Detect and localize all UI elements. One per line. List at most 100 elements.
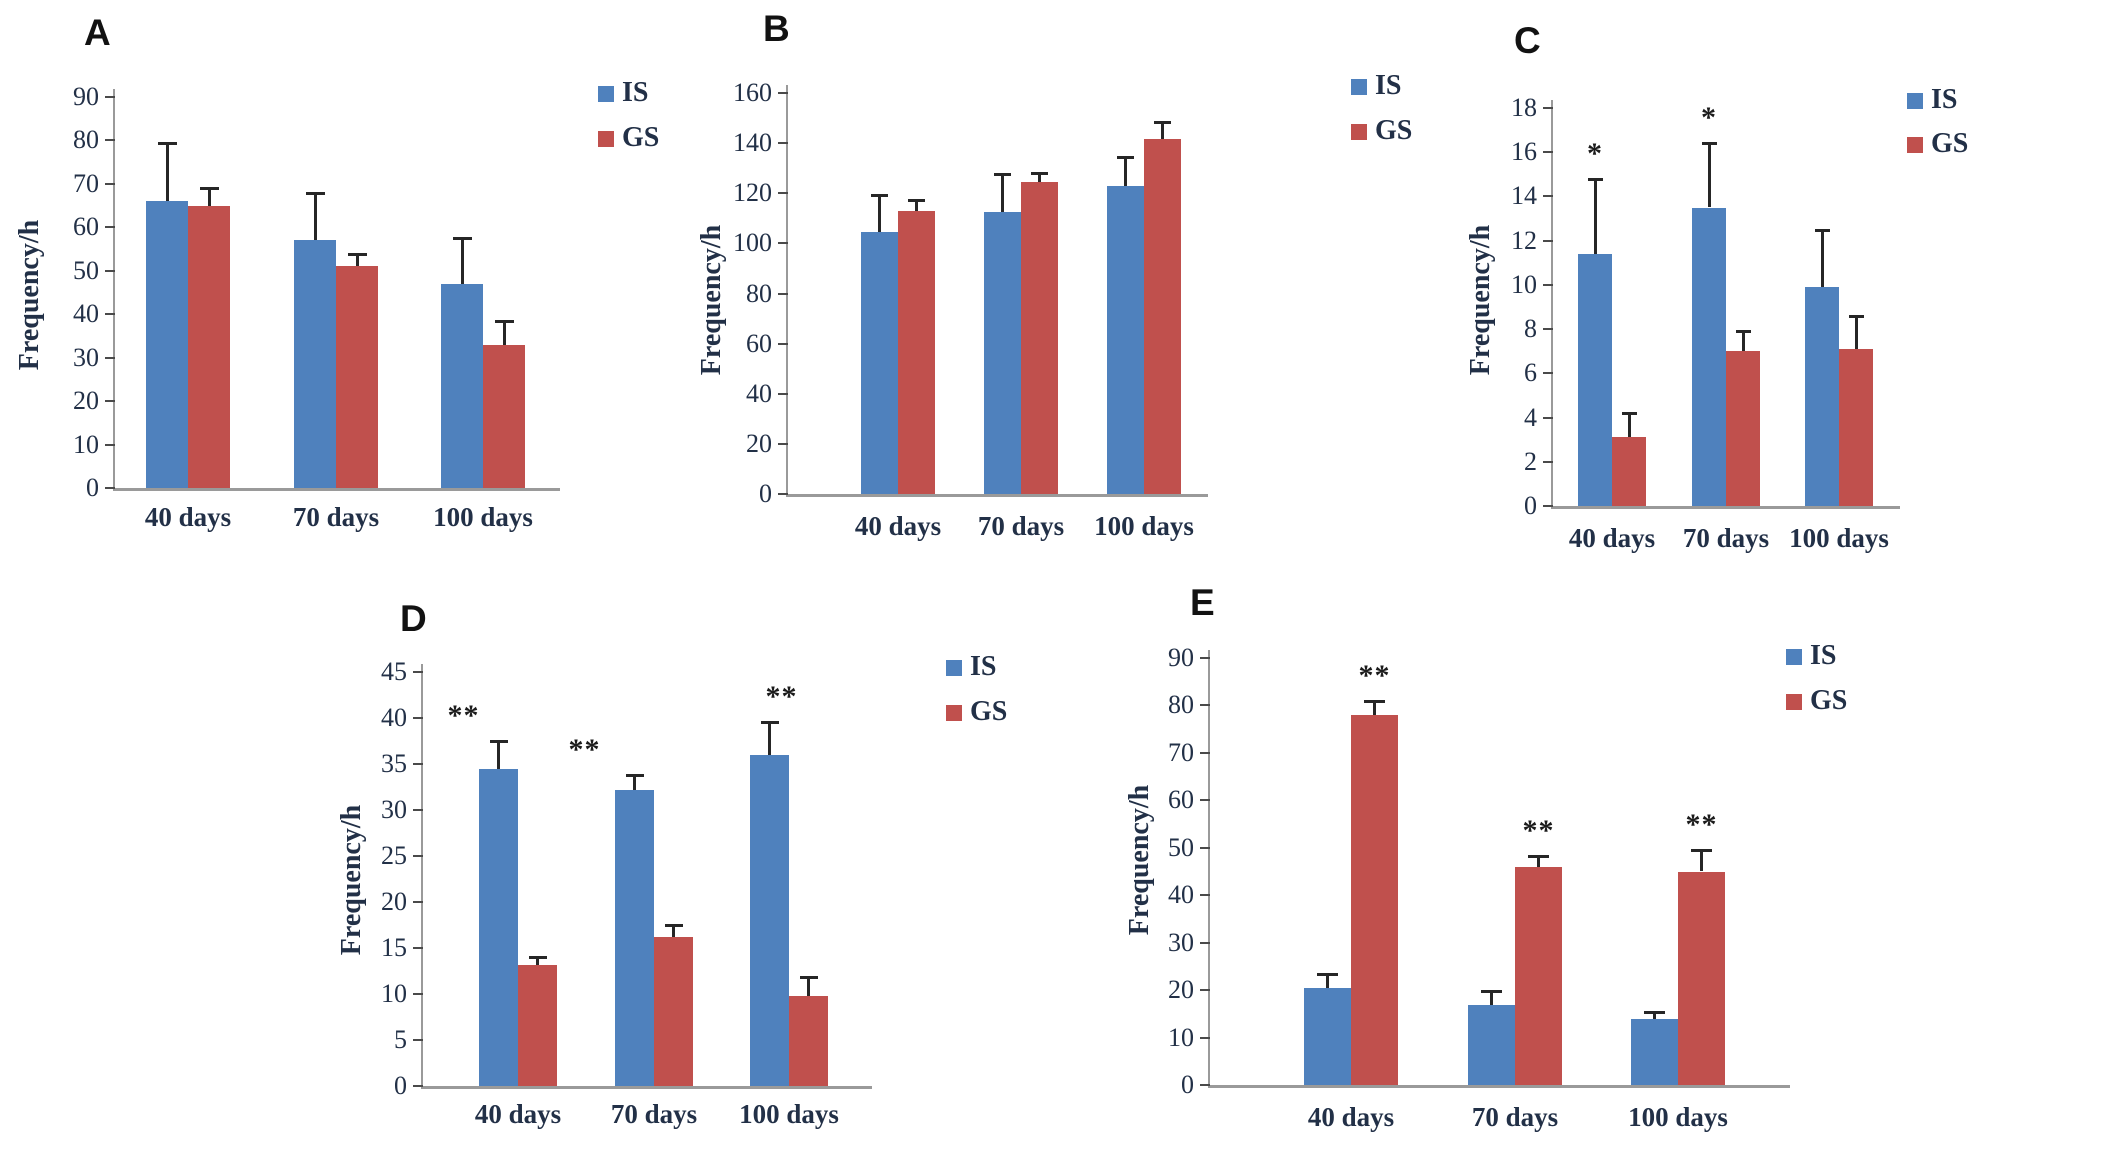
y-tick-label: 70 [1168,737,1194,767]
error-bar-cap [871,193,888,197]
y-tick-mark [1200,894,1210,897]
y-tick-label: 4 [1524,402,1537,432]
error-bar-stem [1741,331,1745,352]
bar-is-40-days [861,232,898,494]
error-bar-stem [915,199,918,211]
legend-gs-label: GS [1931,128,1969,159]
y-tick-label: 160 [733,78,772,107]
error-bar-cap [1735,330,1751,334]
legend-is-label: IS [970,651,997,682]
y-tick-label: 45 [381,657,407,686]
x-category-label: 100 days [433,502,533,532]
legend-is-swatch [946,660,962,676]
y-tick-label: 60 [746,328,772,358]
error-bar-stem [1593,178,1597,254]
error-bar-stem [1373,700,1376,715]
bar-is-70-days [294,240,336,488]
x-category-label: 70 days [977,511,1065,541]
y-tick-label: 50 [1168,832,1194,862]
bar-is-40-days [1304,987,1351,1085]
y-tick-mark [105,96,115,98]
y-tick-label: 6 [1524,358,1537,388]
y-tick-mark [105,139,115,142]
error-bar-stem [1627,413,1631,438]
error-bar-stem [536,957,539,965]
significance-star: ** [568,733,601,767]
y-tick-mark [1543,416,1553,419]
bar-is-40-days [146,201,188,488]
error-bar-stem [165,142,169,202]
error-bar-stem [1820,229,1824,288]
bar-gs-40-days [1351,714,1398,1085]
error-bar-cap [760,720,779,724]
y-tick-mark [1200,751,1210,754]
y-tick-label: 10 [1511,269,1537,299]
error-bar-stem [313,192,317,241]
legend-gs-swatch [1907,137,1923,153]
bar-gs-100-days [1839,349,1873,506]
bar-is-40-days [479,768,518,1086]
error-bar-cap [305,191,325,195]
bar-gs-70-days [654,936,693,1086]
error-bar-cap [799,976,818,980]
legend-is-label: IS [1375,70,1402,101]
significance-star: ** [1358,658,1391,692]
y-tick-label: 30 [1168,927,1194,957]
x-axis-line [113,488,560,491]
y-tick-label: 30 [381,795,407,824]
x-category-label: 100 days [739,1099,839,1129]
bar-gs-70-days [1726,351,1760,506]
legend-is-swatch [1907,93,1923,109]
y-tick-mark [413,809,423,811]
y-tick-label: 10 [73,429,99,459]
y-tick-mark [1200,846,1210,849]
panel-label-c: C [1514,20,1541,61]
x-axis-line [786,494,1208,497]
error-bar-stem [1700,850,1703,872]
y-tick-label: 18 [1511,93,1537,122]
error-bar-cap [157,141,177,145]
y-tick-label: 90 [73,82,99,111]
error-bar-stem [1854,315,1858,349]
error-bar-cap [1814,228,1830,232]
error-bar-cap [625,774,644,778]
error-bar-stem [672,925,675,937]
error-bar-stem [1038,173,1041,182]
error-bar-cap [1317,972,1338,976]
bar-is-40-days [1578,253,1612,506]
y-tick-label: 20 [73,386,99,416]
y-tick-label: 35 [381,749,407,778]
legend-is-label: IS [1931,84,1958,115]
y-tick-mark [1200,989,1210,992]
error-bar-stem [878,194,881,233]
error-bar-stem [1124,156,1127,186]
y-tick-label: 20 [746,428,772,458]
y-tick-label: 16 [1511,137,1537,167]
y-tick-label: 140 [733,128,772,158]
error-bar-stem [1707,143,1711,208]
bar-gs-70-days [1021,181,1058,494]
legend-gs-label: GS [1810,685,1848,716]
y-tick-mark [1200,799,1210,802]
error-bar-cap [347,253,367,257]
legend-gs-swatch [598,131,614,147]
legend-gs-swatch [946,705,962,721]
y-axis-line [786,85,788,496]
y-tick-label: 20 [1168,975,1194,1005]
bar-gs-40-days [1612,437,1646,506]
error-bar-stem [497,741,500,769]
legend-is-swatch [1786,649,1802,665]
panel-label-b: B [763,8,790,49]
y-tick-mark [105,356,115,359]
y-tick-mark [105,269,115,272]
error-bar-stem [1326,973,1329,988]
x-category-label: 70 days [1471,1102,1559,1132]
x-category-label: 70 days [292,502,380,532]
y-tick-mark [778,342,788,345]
bar-gs-100-days [789,995,828,1086]
y-tick-mark [1543,151,1553,154]
bar-is-70-days [615,789,654,1086]
y-tick-mark [778,442,788,445]
significance-star: * [1701,101,1717,135]
